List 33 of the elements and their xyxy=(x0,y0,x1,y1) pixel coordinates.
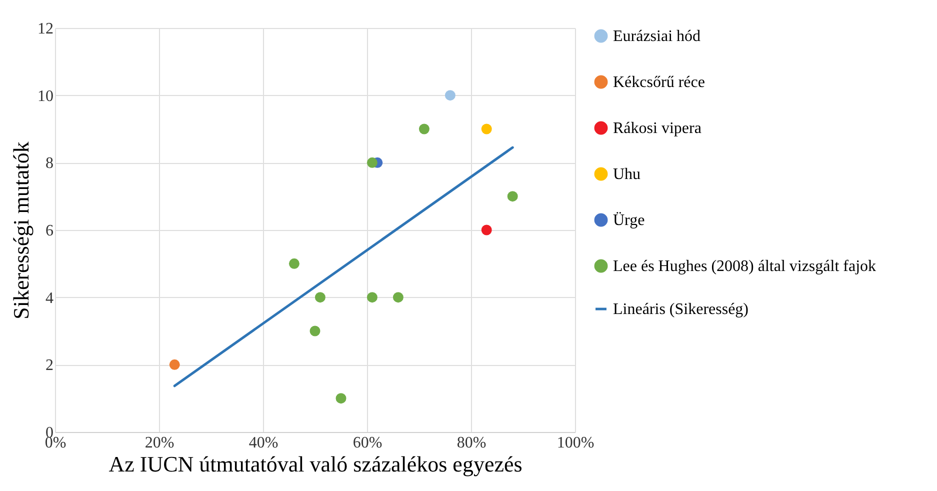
legend-label: Kékcsőrű réce xyxy=(613,74,705,91)
legend-label: Lee és Hughes (2008) által vizsgált fajok xyxy=(613,258,876,275)
x-tick-label: 20% xyxy=(144,434,174,452)
point xyxy=(336,393,346,404)
x-tick-label: 100% xyxy=(556,434,594,452)
point xyxy=(444,90,456,101)
point xyxy=(481,224,492,236)
x-tick-label: 40% xyxy=(248,434,278,452)
legend-label: Lineáris (Sikeresség) xyxy=(613,301,749,318)
point xyxy=(418,124,430,134)
y-axis-title: Sikerességi mutatók xyxy=(8,142,34,320)
y-tick-label: 6 xyxy=(46,222,54,240)
x-tick-label: 60% xyxy=(352,434,382,452)
y-tick-label: 2 xyxy=(46,357,54,374)
legend-label: Uhu xyxy=(613,166,641,183)
point xyxy=(314,292,326,303)
y-tick-label: 10 xyxy=(38,88,54,105)
y-tick-label: 8 xyxy=(46,155,54,172)
x-axis-title: Az IUCN útmutatóval való százalékos egyezés xyxy=(108,452,522,476)
legend-label: Eurázsiai hód xyxy=(613,28,701,45)
y-tick-label: 12 xyxy=(38,20,54,38)
y-tick-label: 4 xyxy=(46,290,54,307)
point xyxy=(169,359,180,370)
point xyxy=(288,258,300,269)
point xyxy=(481,124,492,134)
point xyxy=(507,191,518,202)
legend-label: Rákosi vipera xyxy=(613,120,702,137)
point xyxy=(366,292,378,303)
x-tick-label: 80% xyxy=(456,434,486,452)
legend-label: Ürge xyxy=(613,212,645,229)
point xyxy=(366,157,378,168)
point xyxy=(310,326,320,336)
point xyxy=(392,292,404,303)
